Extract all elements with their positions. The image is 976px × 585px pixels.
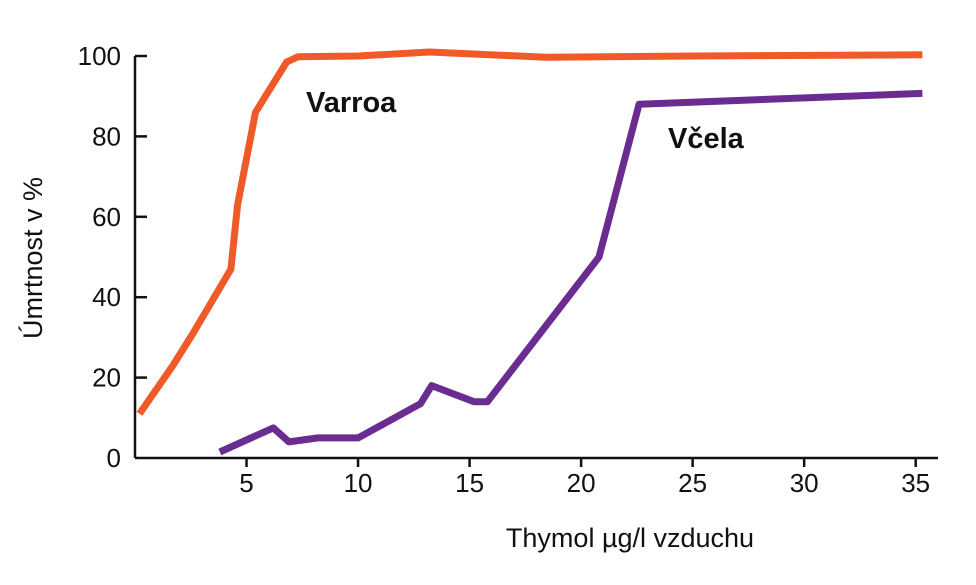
series-label-vcela: Včela: [668, 123, 745, 155]
series-label-varroa: Varroa: [306, 87, 397, 119]
x-tick-label: 5: [239, 468, 253, 498]
y-tick-label: 80: [92, 121, 121, 151]
ticks: 5 10 15 20 25 30 35 0 20 40 60 80 100: [78, 41, 931, 498]
y-tick-label: 100: [78, 41, 121, 71]
x-tick-label: 30: [790, 468, 819, 498]
series-lines: [136, 48, 923, 456]
x-tick-label: 25: [678, 468, 707, 498]
y-tick-label: 20: [92, 363, 121, 393]
series-line-varroa: [136, 48, 923, 416]
x-tick-label: 20: [567, 468, 596, 498]
series-line-vcela: [218, 89, 923, 456]
x-axis-title: Thymol µg/l vzduchu: [506, 523, 754, 553]
y-tick-label: 40: [92, 282, 121, 312]
y-tick-label: 60: [92, 202, 121, 232]
x-tick-label: 10: [344, 468, 373, 498]
x-tick-label: 15: [455, 468, 484, 498]
y-tick-label: 0: [107, 443, 121, 473]
x-tick-label: 35: [901, 468, 930, 498]
y-axis-title: Úmrtnost v %: [17, 177, 48, 339]
